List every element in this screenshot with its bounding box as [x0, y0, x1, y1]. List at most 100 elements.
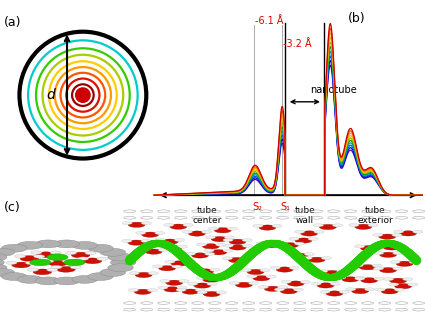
Circle shape — [83, 258, 102, 264]
Circle shape — [37, 252, 55, 257]
Circle shape — [249, 282, 259, 285]
Circle shape — [47, 254, 68, 260]
Circle shape — [390, 278, 407, 283]
Circle shape — [155, 232, 165, 235]
Circle shape — [409, 260, 419, 264]
Circle shape — [275, 242, 286, 245]
Circle shape — [229, 245, 246, 250]
Circle shape — [260, 269, 270, 272]
Circle shape — [321, 256, 332, 260]
Circle shape — [159, 245, 169, 248]
Circle shape — [289, 237, 299, 240]
Circle shape — [188, 282, 198, 285]
Circle shape — [129, 272, 139, 275]
Circle shape — [308, 237, 318, 240]
Text: tube
exterior: tube exterior — [357, 206, 393, 225]
Circle shape — [372, 264, 382, 267]
Circle shape — [281, 243, 298, 248]
Text: S₁: S₁ — [280, 202, 290, 213]
Circle shape — [70, 266, 81, 269]
Circle shape — [264, 286, 281, 292]
Circle shape — [354, 245, 365, 248]
Circle shape — [158, 248, 168, 252]
Circle shape — [0, 264, 7, 272]
Circle shape — [12, 262, 31, 268]
Circle shape — [308, 257, 325, 262]
Circle shape — [203, 292, 220, 297]
Circle shape — [223, 238, 233, 242]
Circle shape — [17, 241, 43, 249]
Circle shape — [346, 288, 356, 291]
Text: nanotube: nanotube — [310, 85, 357, 94]
Circle shape — [171, 261, 188, 266]
Circle shape — [349, 223, 359, 227]
Circle shape — [380, 252, 397, 257]
Circle shape — [293, 288, 303, 291]
Circle shape — [20, 256, 39, 261]
Circle shape — [0, 269, 15, 277]
Circle shape — [377, 244, 387, 247]
Circle shape — [330, 282, 340, 285]
Circle shape — [262, 242, 279, 248]
Circle shape — [182, 230, 193, 234]
Circle shape — [396, 244, 406, 247]
Circle shape — [159, 266, 176, 271]
Circle shape — [57, 266, 75, 272]
Circle shape — [185, 252, 196, 255]
Circle shape — [214, 228, 231, 233]
Circle shape — [228, 257, 245, 263]
Text: -3.2 Å: -3.2 Å — [283, 39, 312, 49]
Circle shape — [179, 279, 189, 283]
Circle shape — [122, 221, 132, 225]
Circle shape — [0, 248, 15, 256]
Circle shape — [317, 283, 334, 288]
Circle shape — [72, 241, 97, 249]
Circle shape — [54, 240, 79, 248]
Circle shape — [1, 244, 27, 252]
Circle shape — [289, 266, 300, 270]
Circle shape — [393, 267, 403, 270]
Circle shape — [135, 272, 152, 277]
Circle shape — [223, 244, 233, 247]
Circle shape — [383, 277, 394, 281]
Circle shape — [216, 291, 227, 294]
Circle shape — [177, 286, 187, 289]
Circle shape — [26, 261, 37, 265]
Circle shape — [128, 222, 145, 227]
Circle shape — [6, 261, 17, 264]
Circle shape — [313, 224, 323, 227]
Circle shape — [34, 255, 45, 258]
Circle shape — [88, 273, 113, 280]
Circle shape — [256, 242, 266, 245]
Circle shape — [77, 257, 88, 260]
Circle shape — [408, 283, 418, 286]
Circle shape — [400, 231, 416, 236]
Circle shape — [76, 88, 90, 102]
Circle shape — [222, 257, 232, 260]
Circle shape — [164, 287, 181, 292]
Circle shape — [88, 244, 113, 252]
Circle shape — [259, 225, 276, 230]
Circle shape — [158, 286, 168, 289]
Circle shape — [30, 259, 51, 266]
Circle shape — [192, 253, 209, 258]
Circle shape — [72, 276, 97, 283]
Circle shape — [342, 277, 359, 282]
Circle shape — [160, 279, 170, 282]
Circle shape — [197, 269, 214, 274]
Circle shape — [360, 246, 377, 251]
Text: tube
center: tube center — [192, 206, 221, 225]
Circle shape — [272, 224, 282, 228]
Circle shape — [353, 264, 363, 267]
Circle shape — [165, 260, 175, 263]
Circle shape — [97, 257, 108, 260]
Circle shape — [402, 277, 413, 281]
Circle shape — [394, 288, 405, 291]
Circle shape — [361, 278, 378, 283]
Circle shape — [128, 240, 145, 245]
Circle shape — [287, 281, 304, 286]
Circle shape — [368, 224, 378, 227]
Circle shape — [210, 268, 220, 271]
Text: (b): (b) — [348, 12, 365, 25]
Circle shape — [413, 230, 423, 233]
